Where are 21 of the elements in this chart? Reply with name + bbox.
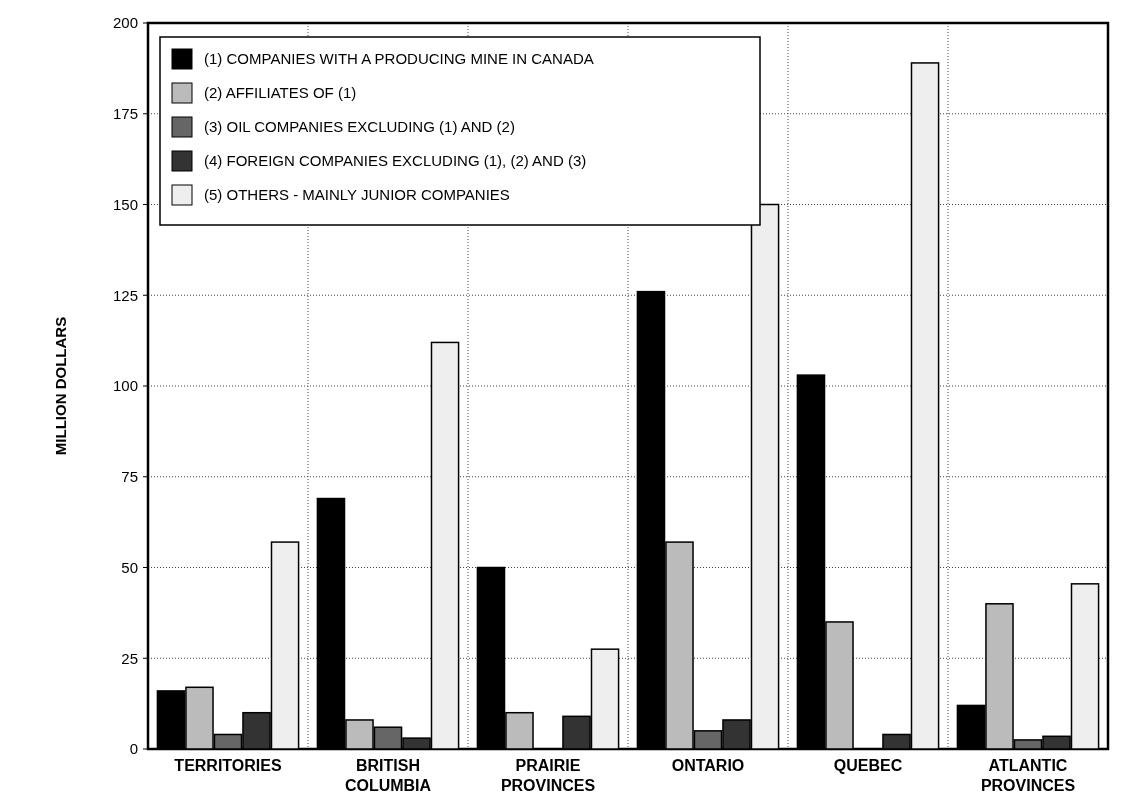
x-tick-label: PRAIRIE PROVINCES [500, 757, 596, 794]
y-tick-label: 0 [129, 740, 138, 758]
legend-label: (4) FOREIGN COMPANIES EXCLUDING (1), (2) AND (3) [204, 152, 587, 170]
x-tick-label: QUEBEC [833, 757, 903, 774]
x-tick-label: BRITISH COLUMBIA [344, 757, 432, 794]
legend-label: (1) COMPANIES WITH A PRODUCING MINE IN CANADA [204, 50, 594, 68]
y-tick-label: 50 [121, 558, 138, 576]
y-tick-label: 75 [121, 468, 138, 485]
y-tick-label: 25 [121, 649, 138, 667]
x-tick-label: TERRITORIES [174, 757, 282, 774]
y-tick-label: 200 [112, 14, 138, 32]
x-tick-label: ONTARIO [671, 757, 745, 774]
legend-label: (5) OTHERS - MAINLY JUNIOR COMPANIES [204, 186, 510, 204]
y-tick-label: 100 [112, 377, 138, 395]
y-tick-label: 150 [112, 195, 138, 213]
legend-label: (3) OIL COMPANIES EXCLUDING (1) AND (2) [204, 118, 515, 136]
y-axis-title: MILLION DOLLARS [52, 316, 69, 456]
legend-label: (2) AFFILIATES OF (1) [204, 84, 357, 102]
x-tick-label: ATLANTIC PROVINCES [980, 757, 1076, 794]
y-tick-label: 125 [112, 286, 138, 304]
y-tick-label: 175 [112, 105, 138, 122]
